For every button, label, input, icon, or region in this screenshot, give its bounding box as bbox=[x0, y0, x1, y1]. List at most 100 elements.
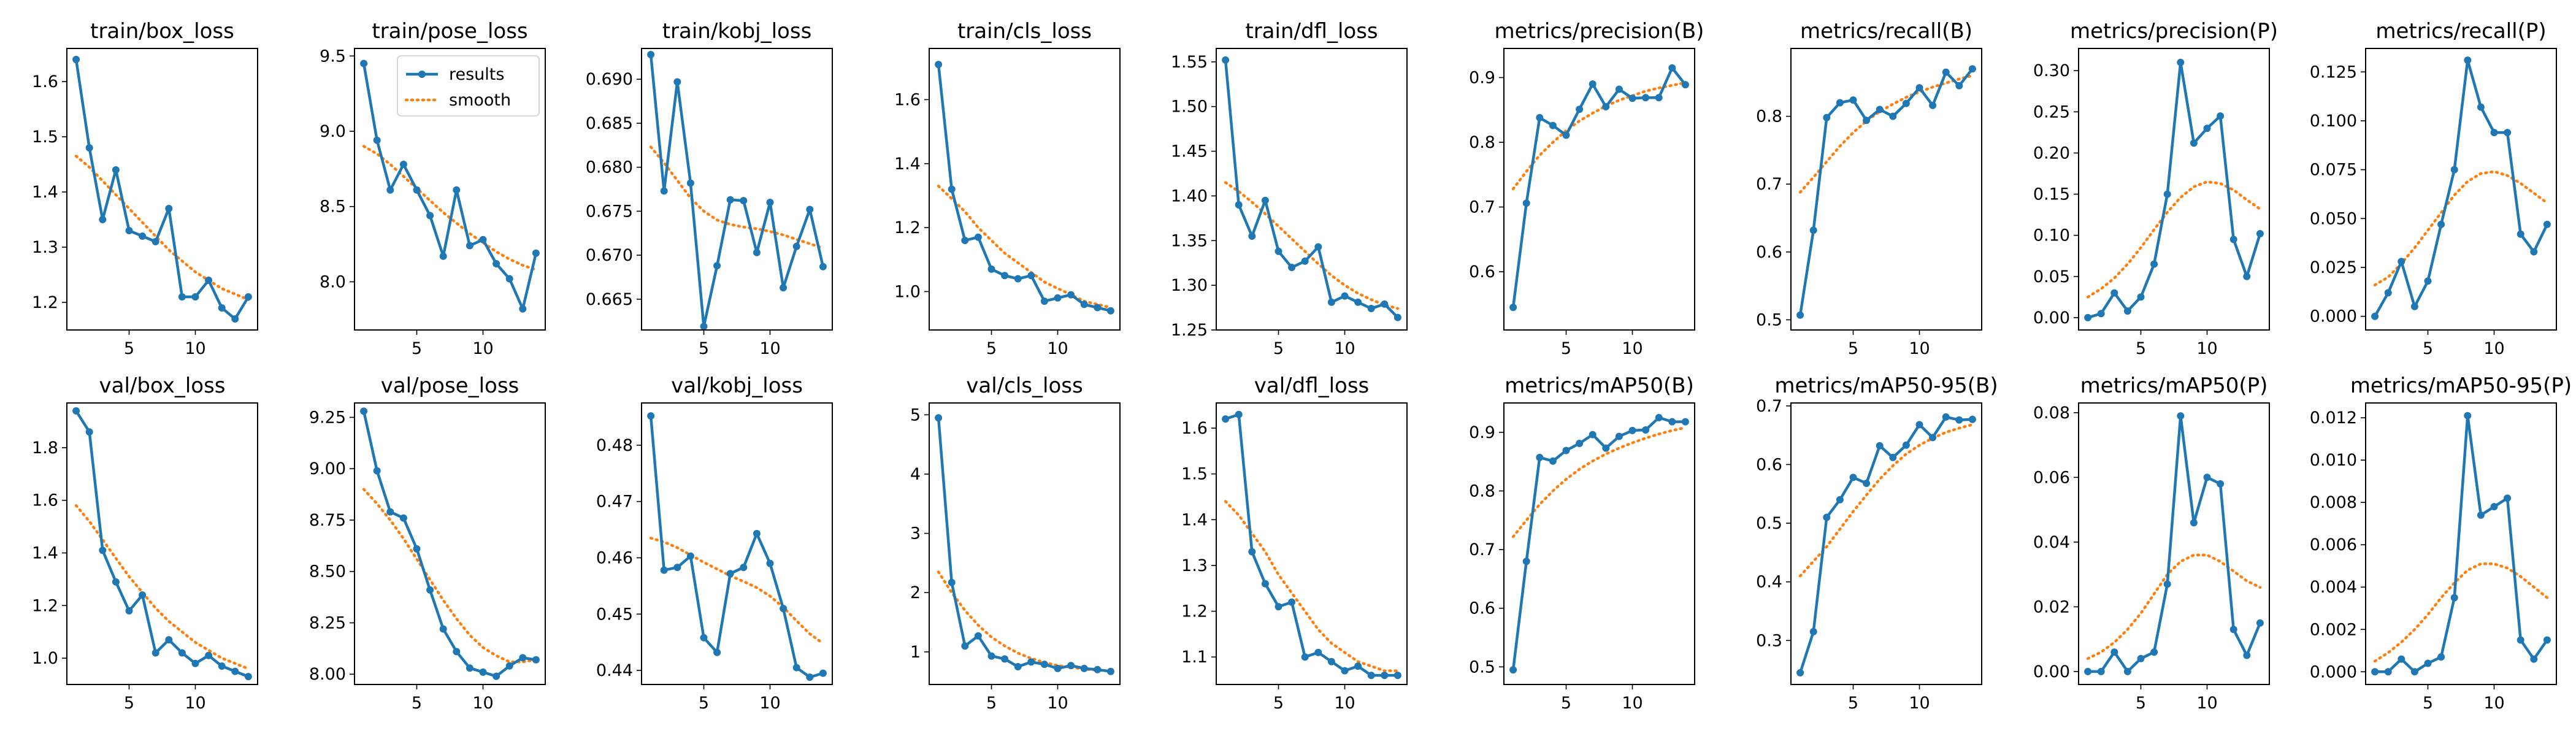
results-point bbox=[244, 673, 252, 681]
results-point bbox=[165, 636, 173, 644]
results-point bbox=[2243, 651, 2251, 659]
y-tick-label: 1.4 bbox=[894, 155, 921, 174]
results-point bbox=[466, 242, 473, 250]
y-tick-label: 9.25 bbox=[309, 408, 346, 427]
results-point bbox=[647, 51, 655, 58]
results-point bbox=[1836, 99, 1844, 107]
results-point bbox=[766, 199, 774, 206]
results-point bbox=[1549, 121, 1557, 129]
smooth-series-line bbox=[1511, 81, 1687, 191]
x-tick-label: 10 bbox=[1047, 694, 1068, 713]
y-tick-label: 0.7 bbox=[1756, 175, 1782, 194]
results-point bbox=[1929, 101, 1937, 109]
y-tick-label: 0.3 bbox=[1756, 631, 1782, 650]
results-point bbox=[1014, 663, 1022, 670]
y-tick-label: 1.40 bbox=[1171, 186, 1208, 205]
plot-frame bbox=[1503, 402, 1695, 685]
x-tick-label: 5 bbox=[2136, 339, 2146, 358]
results-point bbox=[1589, 80, 1597, 88]
x-tick-label: 5 bbox=[1848, 694, 1858, 713]
results-point bbox=[660, 566, 668, 574]
chart-title: train/kobj_loss bbox=[662, 19, 812, 44]
results-point bbox=[2110, 648, 2118, 656]
results-point bbox=[1393, 313, 1401, 321]
y-tick-label: 8.5 bbox=[320, 197, 346, 217]
y-tick-label: 0.6 bbox=[1469, 599, 1495, 618]
y-tick-label: 1.2 bbox=[32, 596, 58, 615]
y-tick-label: 9.0 bbox=[320, 122, 346, 141]
chart-panel: metrics/mAP50-95(P) 5 10 0.000 0.002 0.004 0.0… bbox=[2310, 374, 2572, 713]
results-point bbox=[2177, 412, 2185, 420]
results-point bbox=[1027, 658, 1035, 666]
results-point bbox=[1522, 199, 1530, 207]
results-point bbox=[1849, 96, 1857, 104]
results-point bbox=[112, 578, 120, 586]
results-point bbox=[1642, 426, 1650, 434]
results-point bbox=[231, 667, 239, 675]
y-tick-label: 0.002 bbox=[2310, 620, 2357, 639]
x-tick-label: 10 bbox=[2196, 694, 2217, 713]
y-tick-label: 1.4 bbox=[1181, 510, 1208, 529]
results-point bbox=[948, 578, 956, 586]
x-tick-label: 5 bbox=[124, 694, 134, 713]
results-point bbox=[2203, 125, 2211, 132]
x-tick-label: 5 bbox=[1273, 339, 1284, 358]
results-point bbox=[178, 649, 186, 657]
results-point bbox=[139, 232, 147, 240]
x-tick-label: 10 bbox=[2483, 339, 2504, 358]
x-tick-label: 10 bbox=[472, 694, 493, 713]
results-point bbox=[1522, 558, 1530, 565]
results-point bbox=[2137, 654, 2145, 662]
chart-title: metrics/recall(P) bbox=[2375, 19, 2546, 44]
y-tick-label: 0.100 bbox=[2310, 112, 2357, 131]
results-point bbox=[1067, 291, 1075, 299]
results-point bbox=[2410, 668, 2418, 676]
results-point bbox=[2084, 313, 2092, 321]
y-tick-label: 1.2 bbox=[1181, 602, 1208, 621]
y-tick-label: 8.00 bbox=[309, 665, 346, 684]
y-tick-label: 1.5 bbox=[32, 128, 58, 147]
legend-smooth-label: smooth bbox=[449, 91, 511, 110]
results-point bbox=[1106, 667, 1114, 675]
results-point bbox=[1863, 117, 1871, 125]
results-point bbox=[99, 546, 107, 554]
results-point bbox=[2097, 667, 2105, 675]
results-point bbox=[2517, 636, 2524, 644]
results-point bbox=[2150, 260, 2158, 268]
y-tick-label: 1.5 bbox=[1181, 465, 1208, 484]
y-tick-label: 0.690 bbox=[586, 70, 633, 89]
chart-panel: val/kobj_loss 5 10 0.44 0.45 0.46 0.47 0.48 bbox=[596, 374, 833, 713]
results-point bbox=[1288, 598, 1296, 606]
x-tick-label: 5 bbox=[699, 694, 709, 713]
results-point bbox=[1314, 648, 1322, 656]
results-point bbox=[1955, 82, 1963, 90]
results-point bbox=[151, 649, 159, 657]
results-point bbox=[766, 559, 774, 567]
results-point bbox=[1235, 410, 1243, 418]
y-tick-label: 3 bbox=[910, 524, 921, 543]
results-point bbox=[686, 552, 694, 560]
y-tick-label: 0.7 bbox=[1756, 397, 1782, 416]
x-tick-label: 5 bbox=[699, 339, 709, 358]
results-point bbox=[1288, 264, 1296, 271]
results-point bbox=[1968, 415, 1976, 423]
y-tick-label: 1.2 bbox=[32, 293, 58, 312]
results-point bbox=[2217, 112, 2225, 120]
results-point bbox=[1628, 426, 1636, 434]
results-point bbox=[1668, 418, 1676, 426]
results-point bbox=[1942, 68, 1950, 76]
plot-frame bbox=[1790, 402, 1982, 685]
x-tick-label: 10 bbox=[759, 694, 780, 713]
plot-frame bbox=[1216, 402, 1408, 685]
y-tick-label: 0.000 bbox=[2310, 662, 2357, 681]
y-tick-label: 0.006 bbox=[2310, 535, 2357, 554]
plot-frame bbox=[2078, 402, 2270, 685]
x-tick-label: 5 bbox=[986, 694, 997, 713]
results-point bbox=[244, 293, 252, 301]
results-point bbox=[1080, 301, 1088, 309]
results-point bbox=[2504, 129, 2512, 137]
results-point bbox=[2123, 307, 2131, 315]
results-point bbox=[205, 277, 213, 284]
results-point bbox=[2530, 248, 2538, 256]
